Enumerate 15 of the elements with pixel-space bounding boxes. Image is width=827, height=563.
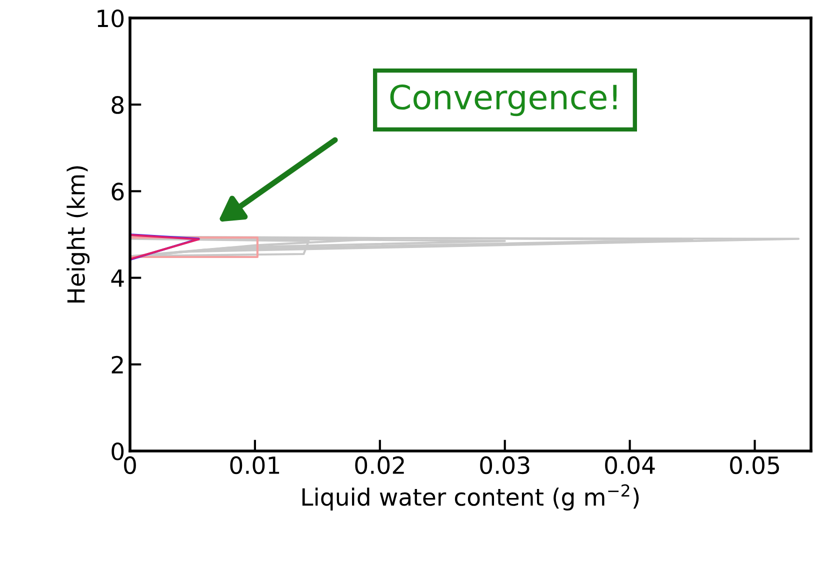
x-tick-label: 0 [124,456,136,474]
y-tick-label: 10 [98,9,124,28]
x-tick-label: 0.02 [355,456,404,474]
annotation: Convergence! [390,84,617,116]
x-tick-label: 0.01 [230,456,280,474]
x-tick-label: 0.04 [605,456,655,474]
y-axis-title: Height (km) [66,166,90,303]
x-tick-label: 0.05 [730,456,779,474]
y-tick-label: 2 [112,356,123,374]
y-tick-label: 0 [112,442,124,460]
y-tick-label: 8 [112,96,124,114]
y-tick-label: 6 [112,182,124,201]
x-tick-label: 0.03 [480,456,530,474]
x-axis-title: Liquid water content (g m$^{−2}$) [302,484,639,510]
y-tick-label: 4 [111,270,124,287]
